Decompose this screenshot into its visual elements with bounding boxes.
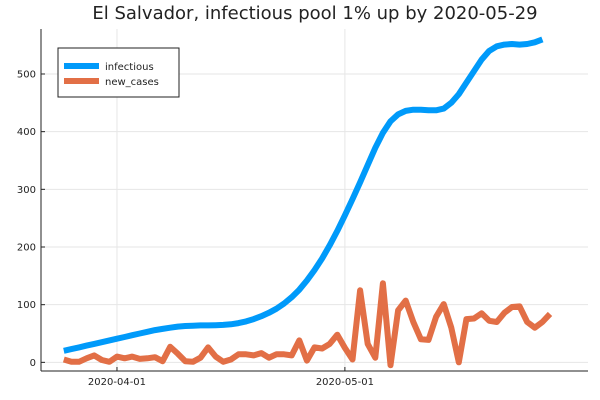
y-tick-label: 500 xyxy=(17,69,36,80)
legend-box xyxy=(57,47,180,98)
y-tick-label: 0 xyxy=(30,358,36,369)
axes-layer xyxy=(40,29,588,372)
y-tick-label: 100 xyxy=(17,300,36,311)
series-line-infectious xyxy=(63,36,544,354)
y-tick-label: 200 xyxy=(17,243,36,254)
legend: infectious new_cases xyxy=(57,47,180,98)
y-tick-label: 300 xyxy=(17,185,36,196)
legend-label-new-cases: new_cases xyxy=(105,77,159,88)
series-layer xyxy=(62,36,553,369)
y-tick-label: 400 xyxy=(17,127,36,138)
chart-title: El Salvador, infectious pool 1% up by 20… xyxy=(92,3,537,24)
x-tick-label: 2020-05-01 xyxy=(316,377,374,388)
legend-label-infectious: infectious xyxy=(105,62,154,73)
x-tick-label: 2020-04-01 xyxy=(88,377,146,388)
series-line-new-cases xyxy=(62,280,553,369)
tick-layer: 0 100 200 300 400 500 2020-04-01 2020-05-01 xyxy=(17,69,374,388)
